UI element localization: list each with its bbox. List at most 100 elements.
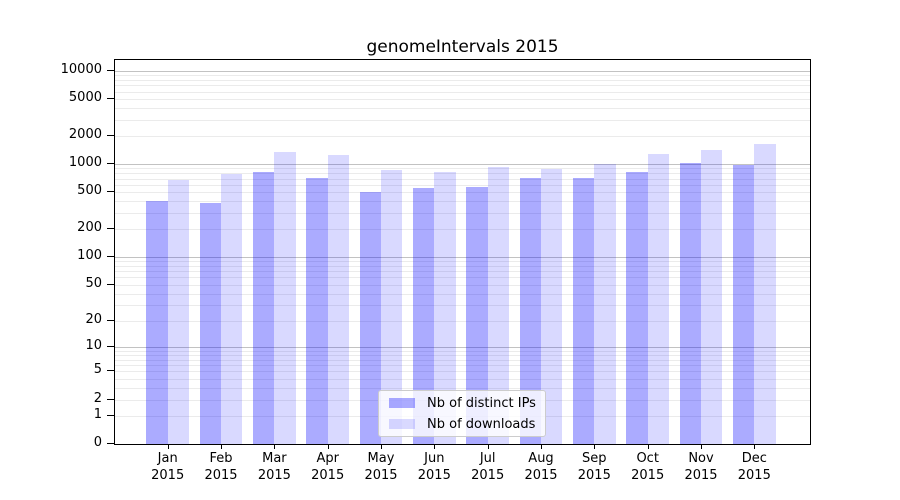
major-gridline: [115, 257, 810, 258]
y-tick-2000: [107, 135, 114, 136]
x-tick-label-jul: Jul 2015: [456, 450, 520, 484]
minor-gridline: [115, 229, 810, 231]
month-name: Apr: [316, 451, 339, 466]
month-name: Nov: [688, 451, 714, 466]
bar-downloads-mar: [274, 151, 296, 444]
minor-gridline: [115, 184, 810, 186]
month-name: Dec: [741, 451, 767, 466]
minor-gridline: [115, 168, 810, 170]
bar-distinct-ips-nov: [679, 163, 701, 444]
y-tick-100: [107, 256, 114, 257]
x-tick-apr: [327, 445, 329, 449]
minor-gridline: [115, 371, 810, 373]
bar-downloads-apr: [327, 155, 349, 444]
bar-downloads-sep: [594, 163, 616, 444]
month-year: 2015: [311, 468, 345, 483]
y-tick-50: [107, 283, 114, 285]
minor-gridline: [115, 107, 810, 109]
month-year: 2015: [151, 468, 185, 483]
bar-distinct-ips-apr: [306, 177, 328, 444]
legend: Nb of distinct IPs Nb of downloads: [378, 390, 546, 437]
major-gridline: [115, 164, 810, 166]
x-tick-label-aug: Aug 2015: [509, 450, 573, 484]
bar-distinct-ips-jun: [413, 188, 435, 444]
bar-downloads-aug: [541, 168, 563, 444]
minor-gridline: [115, 320, 810, 322]
x-tick-label-may: May 2015: [349, 450, 413, 484]
y-tick-label-5000: 5000: [68, 89, 102, 105]
minor-gridline: [115, 212, 810, 214]
x-tick-jul: [487, 445, 489, 449]
x-tick-may: [381, 445, 382, 449]
minor-gridline: [115, 359, 810, 361]
bar-distinct-ips-sep: [573, 177, 595, 444]
y-tick-label-500: 500: [77, 183, 102, 199]
minor-gridline: [115, 261, 810, 263]
bar-downloads-nov: [701, 149, 723, 444]
legend-swatch-downloads: [389, 419, 415, 429]
x-tick-label-nov: Nov 2015: [669, 450, 733, 484]
minor-gridline: [115, 387, 810, 389]
y-tick-500: [107, 191, 114, 193]
minor-gridline: [115, 265, 810, 267]
x-tick-feb: [221, 445, 222, 449]
month-year: 2015: [737, 468, 771, 483]
x-tick-sep: [594, 445, 596, 449]
legend-entry-distinct-ips: Nb of distinct IPs: [389, 395, 536, 412]
minor-gridline: [115, 201, 810, 203]
month-name: Aug: [528, 451, 554, 466]
minor-gridline: [115, 355, 810, 356]
chart-title: genomeIntervals 2015: [366, 37, 559, 57]
minor-gridline: [115, 293, 810, 295]
x-tick-label-apr: Apr 2015: [296, 450, 360, 484]
month-name: Feb: [209, 451, 233, 466]
minor-gridline: [115, 173, 810, 175]
y-tick-label-5: 5: [93, 362, 102, 378]
y-tick-label-1: 1: [93, 406, 102, 422]
minor-gridline: [115, 277, 810, 279]
month-year: 2015: [471, 468, 505, 483]
month-year: 2015: [577, 468, 611, 483]
bar-distinct-ips-feb: [199, 202, 221, 444]
month-year: 2015: [204, 468, 238, 483]
minor-gridline: [115, 365, 810, 367]
x-tick-jan: [167, 445, 169, 449]
x-tick-label-jun: Jun 2015: [402, 450, 466, 484]
plot-area: Nb of distinct IPs Nb of downloads: [114, 59, 811, 445]
x-tick-label-oct: Oct 2015: [616, 450, 680, 484]
x-tick-dec: [754, 445, 756, 449]
x-tick-oct: [647, 445, 649, 449]
minor-gridline: [115, 284, 810, 286]
minor-gridline: [115, 271, 810, 273]
minor-gridline: [115, 304, 810, 306]
y-tick-5: [107, 370, 114, 372]
month-name: Jul: [479, 451, 496, 466]
minor-gridline: [115, 119, 810, 121]
y-tick-label-200: 200: [77, 220, 102, 236]
x-tick-aug: [541, 445, 542, 449]
minor-gridline: [115, 192, 810, 194]
y-tick-2: [107, 398, 114, 400]
bar-distinct-ips-may: [359, 191, 381, 444]
major-gridline: [115, 70, 810, 72]
month-name: Jan: [157, 451, 178, 466]
minor-gridline: [115, 350, 810, 352]
minor-gridline: [115, 98, 810, 100]
y-tick-label-0: 0: [93, 435, 102, 450]
bar-downloads-may: [381, 170, 403, 444]
month-year: 2015: [257, 468, 291, 483]
x-tick-label-feb: Feb 2015: [189, 450, 253, 484]
bar-distinct-ips-dec: [733, 165, 755, 444]
bar-downloads-jan: [167, 180, 189, 444]
bar-distinct-ips-jan: [146, 200, 168, 444]
month-name: Oct: [636, 451, 659, 466]
y-tick-0: [107, 443, 114, 444]
y-tick-label-50: 50: [85, 275, 102, 291]
legend-entry-downloads: Nb of downloads: [389, 416, 535, 433]
month-year: 2015: [631, 468, 665, 483]
legend-label-distinct-ips: Nb of distinct IPs: [427, 395, 536, 411]
month-name: Mar: [262, 451, 287, 466]
y-tick-20: [107, 319, 114, 321]
legend-swatch-distinct-ips: [389, 398, 415, 408]
